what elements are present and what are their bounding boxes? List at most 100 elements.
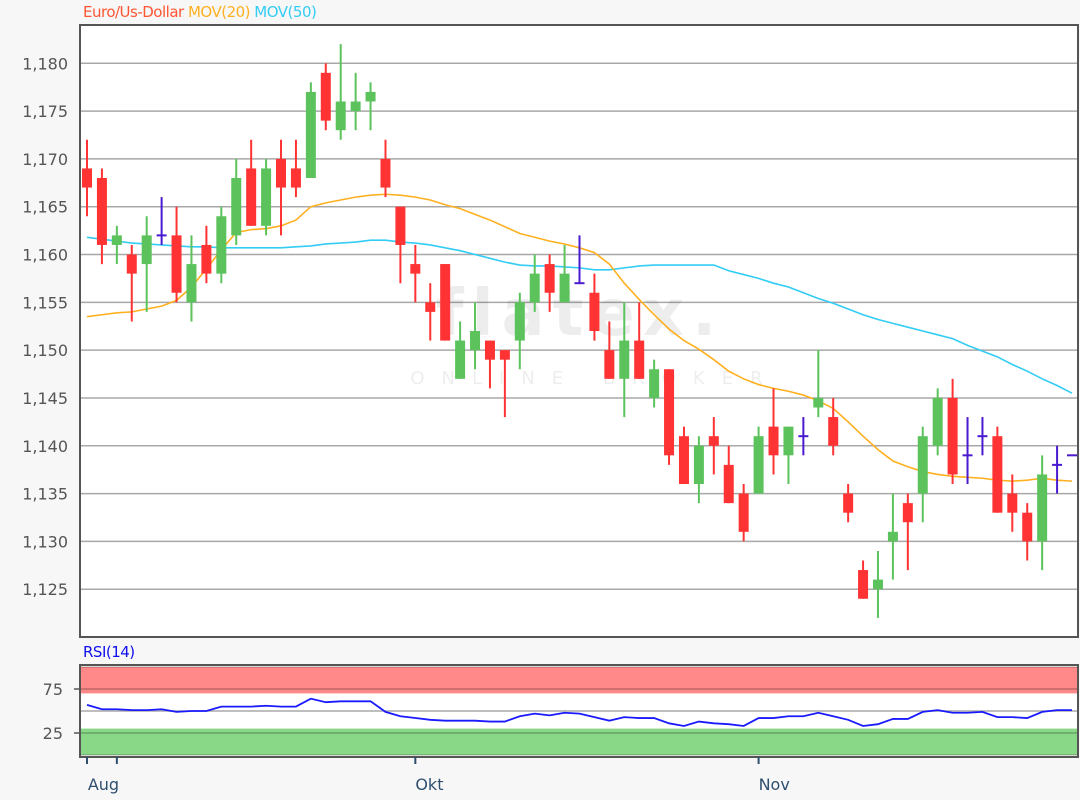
candle xyxy=(858,560,869,599)
candle-body xyxy=(410,264,421,274)
candle xyxy=(693,436,704,504)
candle-body xyxy=(723,464,734,504)
y-tick-label: 1,145 xyxy=(22,389,68,408)
candle xyxy=(1022,503,1033,561)
x-tick-label: Okt xyxy=(415,775,443,794)
x-tick-label: Nov xyxy=(759,775,790,794)
candle xyxy=(365,82,376,131)
rsi-y-tick-label: 25 xyxy=(43,724,63,743)
candle xyxy=(261,158,272,236)
candle xyxy=(544,254,555,312)
candle xyxy=(1007,474,1018,532)
rsi-legend: RSI(14) xyxy=(83,643,135,661)
candle xyxy=(529,254,540,312)
y-tick-label: 1,130 xyxy=(22,532,68,551)
candle xyxy=(828,397,839,456)
candle-body xyxy=(440,264,451,341)
candle xyxy=(410,244,421,303)
candle-body xyxy=(305,91,316,178)
candle xyxy=(768,388,779,475)
candle xyxy=(96,168,107,265)
candle-body xyxy=(858,570,869,599)
candle-body xyxy=(708,436,719,446)
candle xyxy=(619,302,630,418)
candle xyxy=(440,264,451,341)
candle xyxy=(425,283,436,341)
candle xyxy=(156,197,167,245)
candle-body xyxy=(1022,512,1033,542)
y-tick-label: 1,160 xyxy=(22,246,68,265)
candle xyxy=(678,426,689,484)
y-tick-label: 1,125 xyxy=(22,580,68,599)
ma20-legend: MOV(20) xyxy=(187,3,251,21)
candle-body xyxy=(171,235,182,293)
candle-body xyxy=(246,168,257,226)
candle-body xyxy=(589,292,600,331)
candle xyxy=(559,244,570,303)
candle xyxy=(484,340,495,389)
candle xyxy=(977,417,988,456)
candle xyxy=(231,158,242,245)
candle-body xyxy=(186,264,197,303)
rsi-border xyxy=(79,664,1079,758)
candle-body xyxy=(559,273,570,303)
ma50-legend: MOV(50) xyxy=(254,3,317,21)
candle-body xyxy=(276,158,287,188)
candle xyxy=(216,206,227,284)
candle-body xyxy=(753,436,764,494)
candle-body xyxy=(395,206,406,245)
candle xyxy=(126,244,137,322)
candle-body xyxy=(887,531,898,542)
candle xyxy=(917,426,928,523)
candle-body xyxy=(738,493,749,532)
plot-border xyxy=(79,24,1079,638)
candle-body xyxy=(768,426,779,456)
candle-body xyxy=(947,397,958,475)
rsi-overbought-zone xyxy=(80,667,1078,694)
candle xyxy=(708,417,719,475)
candle-body xyxy=(872,579,883,590)
candle xyxy=(350,72,361,131)
candle-body xyxy=(604,350,615,379)
candle xyxy=(932,388,943,456)
candle-body xyxy=(380,158,391,188)
candle-body xyxy=(917,436,928,494)
candle-body xyxy=(290,168,301,188)
candle-body xyxy=(514,302,525,341)
candle xyxy=(499,350,510,418)
chart-title: Euro/Us-Dollar MOV(20) MOV(50) xyxy=(83,3,317,21)
y-tick-label: 1,150 xyxy=(22,341,68,360)
candle-body xyxy=(141,235,152,265)
candle xyxy=(574,235,585,285)
candle-body xyxy=(96,178,107,245)
y-tick-label: 1,165 xyxy=(22,198,68,217)
candle-body xyxy=(634,340,645,379)
instrument-label: Euro/Us-Dollar xyxy=(83,3,184,21)
candle-body xyxy=(335,101,346,131)
candle xyxy=(902,493,913,571)
candle xyxy=(962,417,973,484)
candle xyxy=(887,493,898,580)
candle-body xyxy=(365,91,376,102)
candle xyxy=(738,484,749,542)
candle-body xyxy=(828,417,839,446)
candle xyxy=(664,369,675,465)
candle xyxy=(186,235,197,322)
candle-body xyxy=(231,178,242,236)
y-tick-label: 1,155 xyxy=(22,293,68,312)
candle xyxy=(380,139,391,198)
candle-body xyxy=(1037,474,1048,542)
candle-body xyxy=(813,397,824,408)
candle-body xyxy=(619,340,630,379)
candle xyxy=(470,302,481,370)
candle xyxy=(634,302,645,379)
candle-body xyxy=(783,426,794,456)
y-tick-label: 1,175 xyxy=(22,102,68,121)
candle-body xyxy=(693,445,704,484)
candle xyxy=(872,550,883,618)
candle xyxy=(753,426,764,494)
candle xyxy=(589,273,600,341)
candle xyxy=(141,216,152,312)
candle xyxy=(276,139,287,236)
y-tick-label: 1,135 xyxy=(22,485,68,504)
